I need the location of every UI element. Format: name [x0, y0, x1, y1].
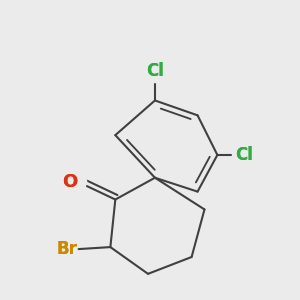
Circle shape	[146, 62, 164, 80]
Text: Cl: Cl	[235, 146, 253, 164]
Text: Br: Br	[56, 240, 77, 258]
Text: Br: Br	[56, 240, 77, 258]
Text: O: O	[62, 173, 77, 191]
Text: Cl: Cl	[146, 62, 164, 80]
Text: Cl: Cl	[146, 62, 164, 80]
Circle shape	[69, 173, 87, 190]
Text: Cl: Cl	[235, 146, 253, 164]
Text: O: O	[62, 173, 77, 191]
Circle shape	[235, 146, 253, 164]
Circle shape	[58, 240, 76, 258]
